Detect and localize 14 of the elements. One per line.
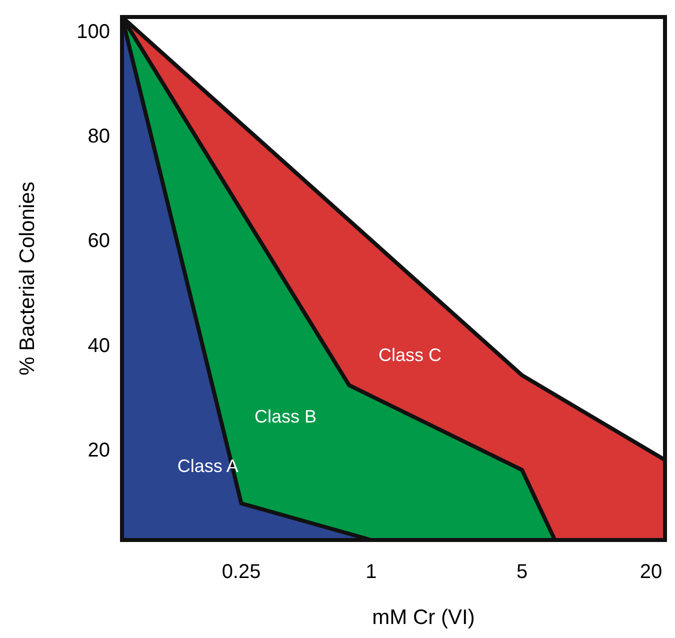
series-label: Class B	[254, 406, 317, 426]
x-tick-label: 1	[366, 561, 377, 583]
x-axis-title: mM Cr (VI)	[372, 606, 475, 629]
y-tick-label: 40	[88, 334, 110, 357]
series-label: Class A	[177, 456, 238, 476]
y-tick-label: 80	[88, 126, 110, 148]
y-tick-label: 100	[76, 20, 110, 43]
x-tick-label: 20	[640, 561, 662, 583]
y-tick-label: 60	[88, 230, 110, 252]
x-tick-label: 0.25	[222, 561, 261, 583]
y-axis-title: % Bacterial Colonies	[16, 182, 39, 376]
y-tick-label: 20	[88, 439, 110, 462]
x-tick-label: 5	[516, 561, 528, 583]
series-label: Class C	[378, 344, 442, 365]
